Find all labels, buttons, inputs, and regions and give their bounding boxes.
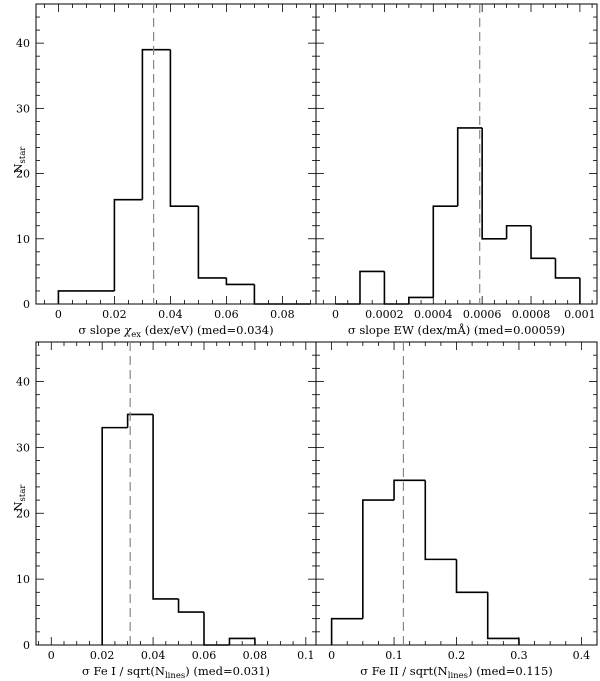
panel-3: 0 0.02 0.04 0.06 0.08 0.1 0 10 20 30 40 σ Fe I / sq… [16, 341, 317, 681]
x-tick-label: 0.0004 [414, 308, 453, 321]
x-tick-label: 0.04 [141, 649, 166, 662]
y-tick-label: 0 [23, 639, 30, 652]
histogram-bin [424, 480, 457, 561]
histogram-bin [408, 296, 434, 304]
histogram-bin [101, 426, 128, 645]
x-tick-label: 0.06 [192, 649, 217, 662]
x-axis-label: σ Fe I / sqrt(Nlines) (med=0.031) [82, 664, 270, 681]
x-tick-label: 0.1 [385, 649, 403, 662]
histogram-bin [362, 499, 395, 619]
y-tick-label: 30 [16, 102, 30, 115]
panel-frame [315, 341, 598, 646]
y-axis-label: Nstar [11, 484, 28, 512]
histogram-bin [126, 413, 154, 428]
histogram-bin [228, 637, 255, 645]
panel-4: 0 0.1 0.2 0.3 0.4 σ Fe II / sqrt(Nlines) (med… [315, 341, 598, 681]
x-tick-label: 0.0002 [365, 308, 404, 321]
x-tick-label: 0.04 [158, 308, 183, 321]
histogram-bin [152, 414, 179, 600]
panel-frame [35, 3, 317, 305]
x-tick-label: 0.08 [243, 649, 268, 662]
x-axis-label: σ slope χex (dex/eV) (med=0.034) [78, 323, 273, 340]
histogram-bin [505, 224, 532, 239]
x-axis-label: σ Fe II / sqrt(Nlines) (med=0.115) [360, 664, 553, 681]
y-tick-label: 10 [16, 233, 30, 246]
x-tick-label: 0.06 [214, 308, 239, 321]
histogram-bin [359, 270, 385, 304]
x-tick-label: 0.2 [448, 649, 466, 662]
panel-frame [315, 3, 598, 305]
y-tick-label: 10 [16, 573, 30, 586]
histogram-bin [57, 290, 87, 304]
y-tick-label: 20 [16, 168, 30, 181]
x-axis-label: σ slope EW (dex/mÅ) (med=0.00059) [348, 323, 565, 337]
x-tick-label: 0.0008 [512, 308, 551, 321]
y-tick-label: 40 [16, 37, 30, 50]
histogram-bin [169, 49, 199, 207]
histogram-bin [554, 258, 580, 279]
y-tick-label: 20 [16, 507, 30, 520]
histogram-bin [253, 284, 283, 305]
histogram-bin [432, 205, 458, 298]
histogram-bin [197, 206, 227, 279]
histogram-bin [141, 48, 171, 200]
x-tick-label: 0.02 [90, 649, 115, 662]
histogram-bin [330, 617, 363, 645]
histogram-bin [203, 612, 230, 646]
x-tick-label: 0.0006 [463, 308, 502, 321]
panel-2: 0 0.0002 0.0004 0.0006 0.0008 0.001 σ slope EW… [315, 3, 598, 337]
x-tick-label: 0 [332, 308, 339, 321]
y-tick-label: 40 [16, 376, 30, 389]
y-axis-label: Nstar [11, 146, 28, 174]
histogram-bin [225, 277, 255, 286]
x-tick-label: 0.4 [573, 649, 591, 662]
histogram-bin [481, 127, 507, 240]
histogram-bin [113, 198, 143, 291]
x-tick-label: 0.001 [564, 308, 596, 321]
x-tick-label: 0.1 [297, 649, 315, 662]
histogram-bin [383, 271, 409, 305]
y-tick-label: 0 [23, 298, 30, 311]
x-tick-label: 0 [55, 308, 62, 321]
histogram-bin [530, 225, 556, 260]
histogram-bin [455, 559, 488, 594]
histogram-bin [177, 598, 204, 613]
x-tick-label: 0 [328, 649, 335, 662]
panel-1: 0 0.02 0.04 0.06 0.08 0 10 20 30 40 σ slope χex (d… [16, 3, 317, 340]
histogram-bin [486, 592, 519, 640]
x-tick-label: 0.08 [270, 308, 295, 321]
x-tick-label: 0.02 [102, 308, 127, 321]
x-tick-label: 0 [48, 649, 55, 662]
x-tick-label: 0.3 [510, 649, 528, 662]
histogram-bin [393, 479, 426, 501]
histogram-bin [456, 127, 483, 207]
y-tick-label: 30 [16, 441, 30, 454]
